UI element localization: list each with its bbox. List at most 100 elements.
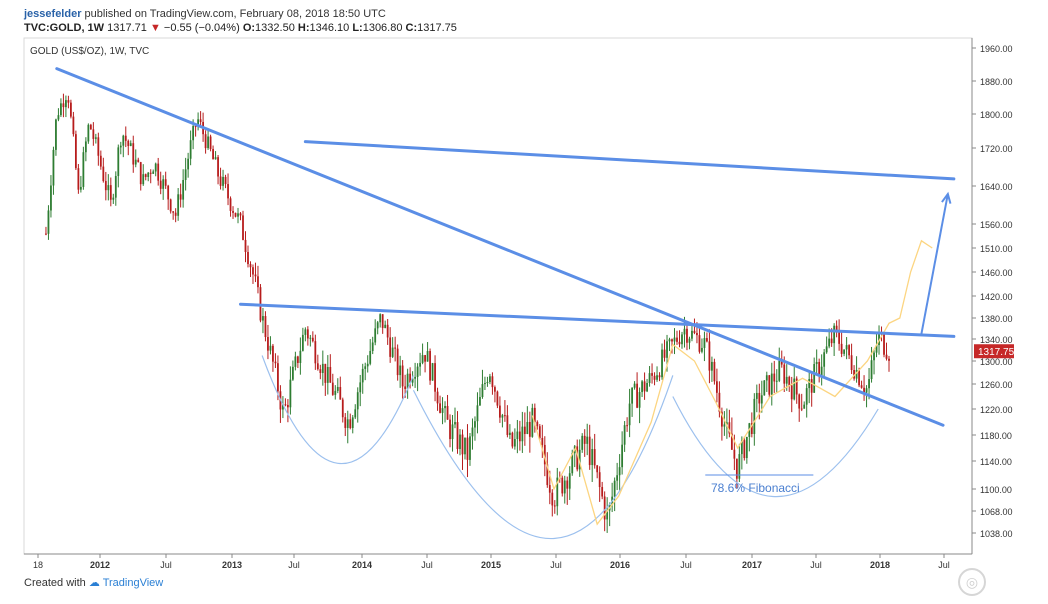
candle-body xyxy=(643,381,646,392)
candle-body xyxy=(743,440,746,459)
candle-body xyxy=(70,102,72,117)
candle-body xyxy=(309,337,312,339)
candle-body xyxy=(209,136,212,149)
tradingview-cloud-icon: ☁ xyxy=(88,577,100,589)
fibonacci-label: 78.6% Fibonacci xyxy=(711,481,800,495)
candle-body xyxy=(616,475,619,481)
candle-body xyxy=(379,314,382,323)
candle-body xyxy=(237,213,239,217)
candle-body xyxy=(294,356,297,367)
candle-body xyxy=(878,332,880,346)
x-tick-label: 2014 xyxy=(352,560,372,570)
close-value: 1317.75 xyxy=(417,22,457,34)
candle-body xyxy=(326,366,329,383)
candle-body xyxy=(621,444,624,468)
tradingview-link[interactable]: TradingView xyxy=(102,577,164,589)
candle-body xyxy=(272,345,274,362)
candle-body xyxy=(267,337,269,351)
x-tick-label: 2016 xyxy=(610,560,630,570)
candle-body xyxy=(144,174,147,177)
candle-body xyxy=(60,103,62,116)
candle-body xyxy=(406,373,409,389)
candle-body xyxy=(815,361,818,365)
candle-body xyxy=(651,373,653,376)
last-price-tag: 1317.75 xyxy=(974,344,1015,359)
candle-body xyxy=(127,140,130,146)
watermark-logo: ◎ xyxy=(958,568,986,596)
candle-body xyxy=(795,378,798,395)
candle-body xyxy=(301,334,304,351)
trendline xyxy=(55,67,945,427)
candle-body xyxy=(556,477,559,507)
candle-body xyxy=(192,126,195,141)
candle-body xyxy=(296,356,299,363)
candle-body xyxy=(496,391,499,406)
candle-body xyxy=(561,477,564,494)
candle-body xyxy=(528,421,531,437)
arrow-head-icon xyxy=(941,191,952,204)
candle-body xyxy=(818,361,821,376)
candle-body xyxy=(436,391,439,404)
candle-body xyxy=(87,124,90,142)
y-tick-label: 1800.00 xyxy=(980,110,1013,120)
candle-body xyxy=(204,134,207,149)
low-value: 1306.80 xyxy=(362,22,403,34)
candle-body xyxy=(474,421,476,428)
y-axis: 1960.00 1880.00 1800.00 1720.00 1640.00 1560.… xyxy=(972,44,1013,539)
candle-body xyxy=(606,510,609,520)
candle-body xyxy=(845,345,848,350)
candle-body xyxy=(74,134,77,169)
candle-body xyxy=(780,360,783,365)
candle-body xyxy=(716,381,718,393)
candle-body xyxy=(139,162,142,185)
candle-body xyxy=(661,349,663,378)
candle-body xyxy=(324,363,327,383)
candle-body xyxy=(676,337,678,342)
candle-body xyxy=(434,363,436,392)
candle-body xyxy=(179,194,182,200)
candle-body xyxy=(404,386,407,389)
candle-body xyxy=(740,440,743,455)
candle-body xyxy=(67,100,70,103)
candle-body xyxy=(708,341,711,371)
high-value: 1346.10 xyxy=(309,22,350,34)
candle-body xyxy=(788,376,791,386)
candle-body xyxy=(725,422,728,425)
candle-body xyxy=(711,361,713,371)
author-link[interactable]: jessefelder xyxy=(24,8,82,20)
candle-body xyxy=(631,387,634,404)
candle-body xyxy=(513,438,516,447)
y-tick-label: 1300.00 xyxy=(980,357,1013,367)
candle-body xyxy=(224,176,227,185)
candle-body xyxy=(830,338,833,344)
candle-body xyxy=(885,354,888,359)
candle-body xyxy=(641,381,643,393)
candle-body xyxy=(122,135,125,146)
candle-body xyxy=(50,185,52,211)
candle-body xyxy=(768,375,771,395)
x-tick-label: 2013 xyxy=(222,560,242,570)
candle-body xyxy=(232,210,234,213)
candle-body xyxy=(673,337,676,342)
candle-body xyxy=(167,185,170,200)
candle-body xyxy=(696,332,698,336)
candle-body xyxy=(703,338,706,348)
candle-body xyxy=(686,328,688,343)
candle-body xyxy=(152,171,155,174)
y-tick-label: 1640.00 xyxy=(980,182,1013,192)
open-label: O: xyxy=(242,22,256,34)
candle-body xyxy=(760,395,763,404)
candle-body xyxy=(57,115,60,120)
candle-body xyxy=(850,355,853,371)
candle-body xyxy=(666,341,668,358)
candle-body xyxy=(601,487,604,497)
candle-body xyxy=(187,158,190,170)
candle-body xyxy=(454,422,456,425)
symbol-label: TVC:GOLD, 1W xyxy=(24,22,105,34)
candle-body xyxy=(331,382,334,395)
candle-body xyxy=(623,425,626,445)
open-value: 1332.50 xyxy=(255,22,295,34)
candle-body xyxy=(581,435,584,450)
x-tick-label: 18 xyxy=(33,560,43,570)
